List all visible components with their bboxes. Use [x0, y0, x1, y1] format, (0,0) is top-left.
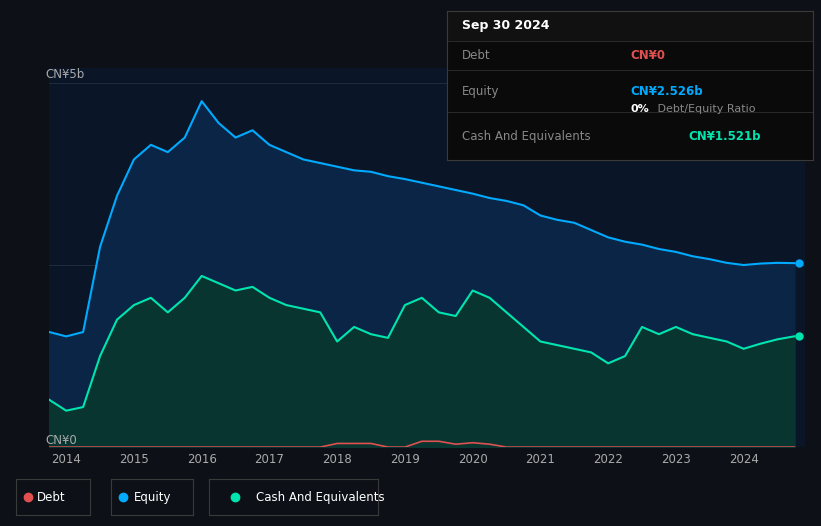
Text: Equity: Equity — [462, 85, 499, 98]
Text: 0%: 0% — [631, 105, 649, 115]
Text: Debt: Debt — [37, 491, 66, 503]
Text: CN¥0: CN¥0 — [45, 434, 77, 447]
Text: Cash And Equivalents: Cash And Equivalents — [256, 491, 385, 503]
Text: Cash And Equivalents: Cash And Equivalents — [462, 130, 590, 143]
Text: Equity: Equity — [134, 491, 172, 503]
Text: CN¥1.521b: CN¥1.521b — [689, 130, 761, 143]
Text: Sep 30 2024: Sep 30 2024 — [462, 19, 549, 32]
Text: CN¥5b: CN¥5b — [45, 68, 85, 82]
Text: Debt/Equity Ratio: Debt/Equity Ratio — [654, 105, 755, 115]
Text: CN¥0: CN¥0 — [631, 49, 665, 62]
Bar — [447, 11, 813, 41]
Text: Debt: Debt — [462, 49, 491, 62]
Text: CN¥2.526b: CN¥2.526b — [631, 85, 703, 98]
